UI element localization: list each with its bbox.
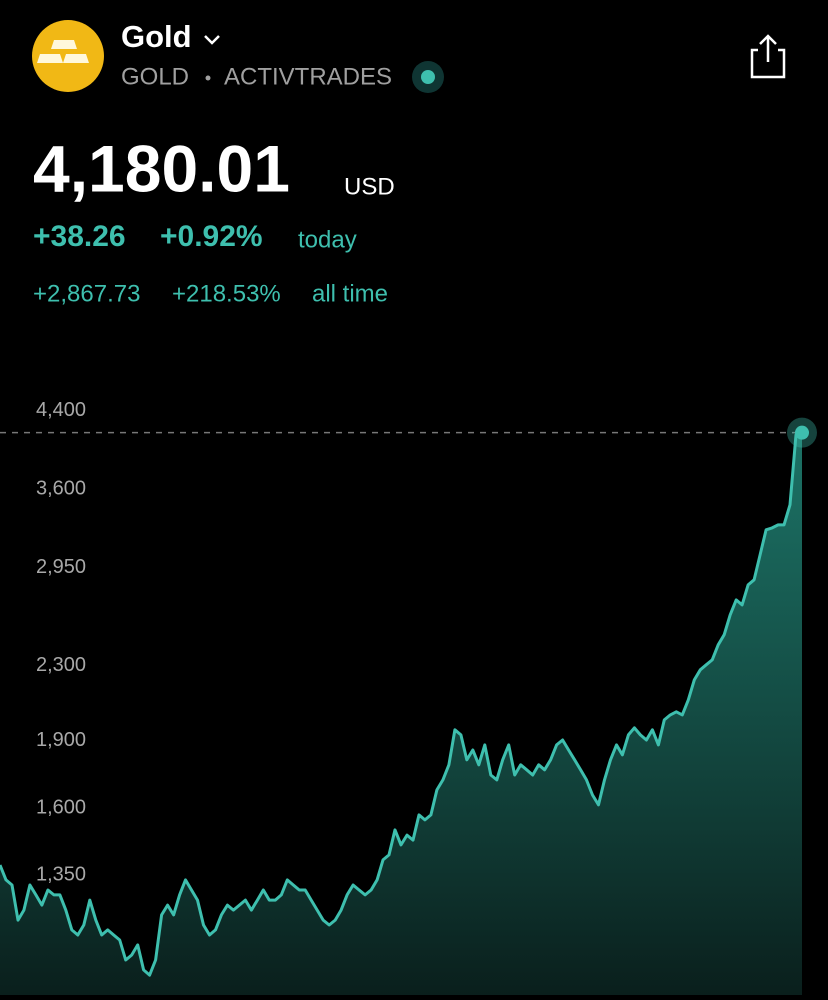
y-tick-label: 2,300 bbox=[36, 654, 86, 676]
separator bbox=[205, 75, 211, 81]
change-percent: +0.92% bbox=[160, 220, 263, 253]
currency: USD bbox=[344, 173, 395, 200]
y-tick-label: 1,350 bbox=[36, 863, 86, 885]
price: 4,180.01 bbox=[33, 131, 290, 205]
y-tick-label: 2,950 bbox=[36, 556, 86, 578]
change-period: today bbox=[298, 226, 357, 253]
status-dot bbox=[421, 70, 435, 84]
all-time-percent: +218.53% bbox=[172, 280, 281, 307]
y-tick-label: 1,600 bbox=[36, 796, 86, 818]
y-tick-label: 4,400 bbox=[36, 399, 86, 421]
dropdown-icon[interactable] bbox=[204, 35, 220, 45]
line bbox=[0, 431, 803, 977]
y-tick-label: 3,600 bbox=[36, 478, 86, 500]
share-button[interactable] bbox=[750, 34, 786, 79]
gold-icon bbox=[32, 20, 104, 92]
asset-title: Gold bbox=[121, 19, 192, 54]
current-value-dot bbox=[795, 425, 809, 440]
change: +38.26 bbox=[33, 220, 126, 253]
symbol: GOLD bbox=[121, 63, 189, 90]
area bbox=[0, 432, 802, 996]
all-time-period: all time bbox=[312, 280, 388, 307]
all-time-change: +2,867.73 bbox=[33, 280, 140, 307]
chart: 1,350 1,600 1,900 2,300 2,950 3,600 4,400 bbox=[0, 399, 817, 996]
y-tick-label: 1,900 bbox=[36, 729, 86, 751]
exchange: ACTIVTRADES bbox=[224, 63, 392, 90]
